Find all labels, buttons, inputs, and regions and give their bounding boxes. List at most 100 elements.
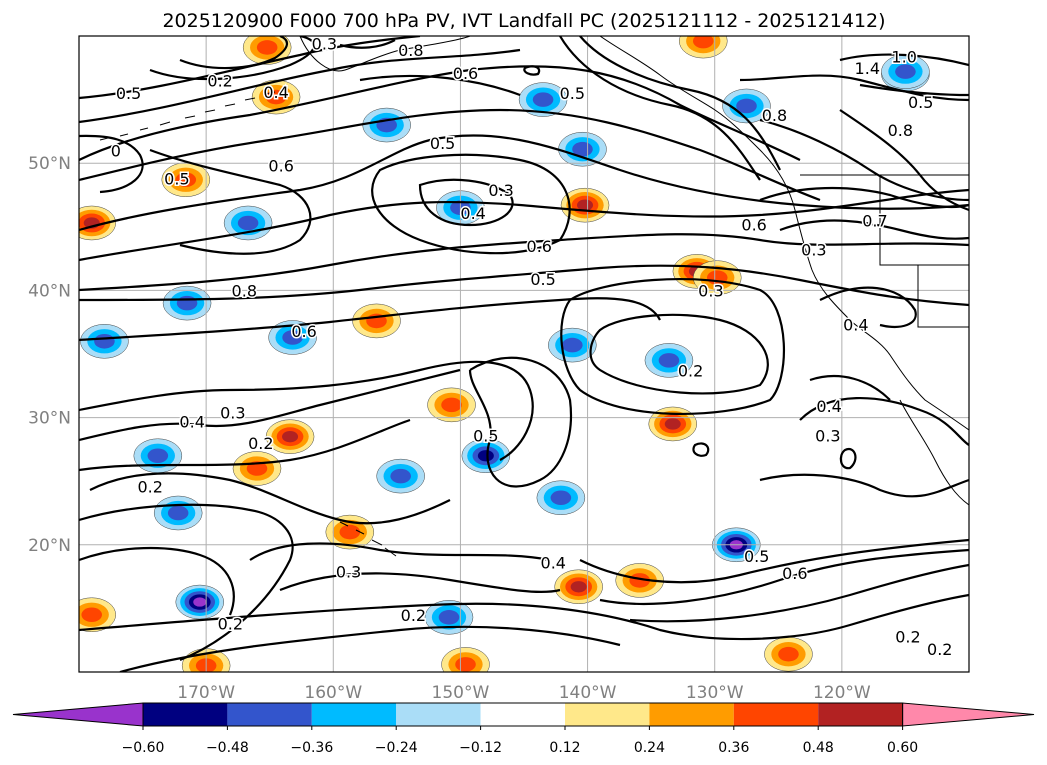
contour-label: 0.5: [530, 270, 555, 289]
map-frame: [78, 35, 970, 673]
contour-line: [468, 356, 573, 488]
colorbar-segment: [480, 703, 565, 726]
anomaly-shade: [246, 461, 268, 476]
contour-label: 0.4: [460, 204, 485, 223]
positive-pv-anomaly: [251, 79, 301, 115]
contour-label: 0.8: [888, 121, 913, 140]
y-tick-label: 50°N: [28, 154, 71, 174]
colorbar: [12, 702, 1035, 727]
contour-line: [79, 503, 294, 662]
contour-line: [799, 397, 969, 446]
gridlines: [79, 36, 969, 672]
contour-label: 0.6: [268, 157, 293, 176]
negative-pv-anomaly: [133, 438, 183, 474]
colorbar-segment: [649, 703, 734, 726]
y-axis-ticks: 20°N 30°N 40°N 50°N: [28, 154, 71, 556]
negative-pv-anomaly: [162, 285, 212, 321]
x-tick-label: 150°W: [432, 683, 490, 703]
anomaly-shade: [256, 40, 278, 55]
colorbar-segment: [565, 703, 650, 726]
contour-label: 0.7: [862, 211, 887, 230]
anomaly-shade: [167, 505, 189, 521]
contour-line: [692, 442, 710, 457]
contour-line: [560, 278, 785, 416]
contour-line: [79, 134, 969, 232]
contour-line: [859, 83, 969, 97]
negative-pv-anomaly: [558, 131, 607, 167]
x-tick-label: 170°W: [177, 683, 235, 703]
colorbar-tick-label: −0.12: [459, 740, 502, 756]
positive-pv-anomaly: [352, 303, 401, 339]
y-tick-label: 30°N: [28, 409, 71, 429]
contour-line: [79, 264, 969, 307]
colorbar-tick-label: 0.36: [718, 740, 749, 756]
contour-label: 0: [111, 141, 121, 160]
aleutian-islands: [99, 91, 276, 141]
contour-label: 0.5: [744, 547, 769, 566]
anomaly-shade: [550, 490, 572, 506]
colorbar-tick-label: −0.24: [375, 740, 418, 756]
contour-line: [279, 572, 561, 594]
anomaly-shade: [455, 657, 476, 672]
negative-pv-anomaly: [376, 458, 425, 494]
anomaly-shade: [692, 36, 714, 49]
state-border: [879, 174, 969, 328]
contour-label: 0.2: [218, 615, 243, 634]
anomaly-shade: [282, 431, 299, 443]
colorbar-segment: [311, 703, 397, 726]
pv-anomaly-layer: [79, 36, 930, 672]
contour-label: 0.2: [895, 627, 920, 646]
anomaly-shade: [562, 337, 583, 353]
contour-label: 0.4: [816, 397, 841, 416]
anomaly-shade: [237, 215, 259, 231]
map-area: 0.20.40.3 0.80.60.50.500.50.60.50.30.40.6…: [79, 36, 969, 672]
contour-line: [339, 39, 396, 49]
positive-pv-anomaly: [242, 36, 292, 65]
contour-label: 0.5: [560, 84, 585, 103]
contour-label: 0.2: [137, 477, 162, 496]
contour-label: 0.5: [473, 426, 498, 445]
contour-line: [89, 472, 451, 525]
contour-line: [629, 563, 969, 623]
contour-line: [809, 375, 891, 401]
negative-pv-anomaly: [722, 88, 771, 124]
colorbar-outline: [142, 702, 904, 727]
contour-line: [79, 418, 411, 472]
y-tick-label: 20°N: [28, 536, 71, 556]
alaska-coastline: [299, 36, 471, 72]
contour-label-layer: 0.20.40.3 0.80.60.50.500.50.60.50.30.40.6…: [109, 36, 954, 661]
contour-label: 0.3: [336, 563, 361, 582]
contour-label: 0.3: [698, 281, 723, 300]
contour-label: 0.5: [908, 93, 933, 112]
negative-pv-anomaly: [548, 327, 597, 363]
y-tick-label: 40°N: [28, 281, 71, 301]
contour-line: [79, 134, 144, 194]
contour-label: 0.3: [488, 181, 513, 200]
negative-pv-anomaly: [223, 205, 273, 241]
contour-line: [819, 286, 917, 328]
anomaly-shade: [532, 92, 554, 107]
colorbar-segment: [733, 703, 819, 726]
contour-line: [79, 297, 661, 342]
chart-title: 2025120900 F000 700 hPa PV, IVT Landfall…: [162, 10, 885, 32]
negative-pv-anomaly: [175, 584, 225, 620]
anomaly-shade: [577, 199, 594, 211]
colorbar-tick-label: 0.12: [549, 740, 580, 756]
negative-pv-anomaly: [644, 343, 694, 378]
contour-line: [418, 178, 514, 227]
x-axis-ticks: 170°W 160°W 150°W 140°W 130°W 120°W: [177, 683, 871, 703]
contour-line: [79, 593, 969, 641]
anomaly-shade: [441, 397, 462, 413]
contour-label: 0.4: [263, 83, 288, 102]
ocean-background: [79, 36, 969, 672]
negative-pv-anomaly: [461, 438, 511, 474]
anomaly-shade: [477, 450, 494, 462]
colorbar-tick-label: 0.60: [887, 740, 918, 756]
contour-label: 0.2: [248, 434, 273, 453]
contour-line: [739, 74, 969, 102]
positive-pv-anomaly: [265, 419, 315, 454]
anomaly-shade: [282, 330, 303, 345]
contour-line: [559, 36, 761, 181]
colorbar-tick-labels: −0.60 −0.48 −0.36 −0.24 −0.12 0.12 0.24 0.36 0.4…: [122, 726, 918, 756]
